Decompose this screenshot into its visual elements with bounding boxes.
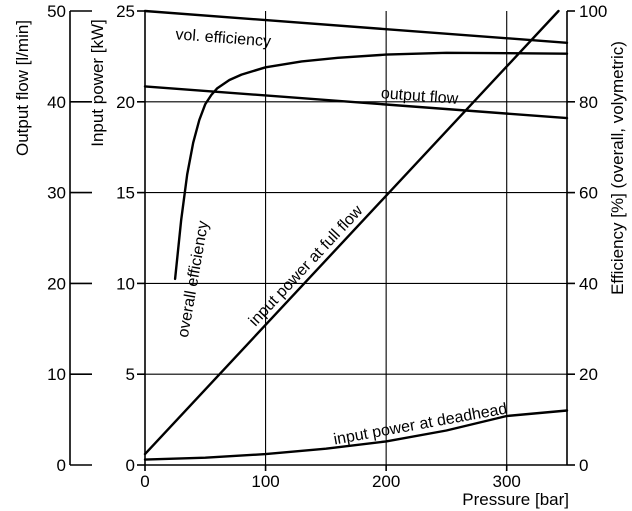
- efficiency-tick-label: 100: [579, 2, 607, 21]
- axes: [69, 10, 575, 471]
- flow-axis-title: Output flow [l/min]: [13, 20, 32, 156]
- x-tick-label: 100: [251, 472, 279, 491]
- efficiency-tick-label: 80: [579, 93, 598, 112]
- series-label-input-power-at-deadhead: input power at deadhead: [332, 400, 508, 448]
- power-tick-label: 10: [116, 274, 135, 293]
- axis-titles: Pressure [bar] Output flow [l/min] Input p…: [13, 19, 627, 509]
- efficiency-tick-label: 20: [579, 365, 598, 384]
- power-tick-label: 0: [126, 456, 135, 475]
- flow-tick-label: 20: [47, 274, 66, 293]
- flow-tick-label: 30: [47, 184, 66, 203]
- series-label-vol-efficiency: vol. efficiency: [175, 26, 272, 50]
- x-tick-label: 200: [372, 472, 400, 491]
- x-axis-title: Pressure [bar]: [462, 490, 569, 509]
- series-label-output-flow: output flow: [380, 85, 459, 108]
- series-line-input-power-at-deadhead: [143, 409, 569, 461]
- power-tick-label: 25: [116, 2, 135, 21]
- flow-tick-label: 40: [47, 93, 66, 112]
- series-line-input-power-at-full-flow: [143, 9, 560, 456]
- power-tick-label: 15: [116, 184, 135, 203]
- x-tick-label: 0: [140, 472, 149, 491]
- efficiency-axis-title: Efficiency [%] (overall, volymetric): [608, 41, 627, 295]
- series-label-input-power-at-full-flow: input power at full flow: [246, 202, 367, 330]
- efficiency-tick-label: 60: [579, 184, 598, 203]
- flow-tick-label: 0: [57, 456, 66, 475]
- series-line-overall-efficiency: [173, 51, 569, 281]
- power-tick-label: 20: [116, 93, 135, 112]
- grid-lines: [145, 11, 567, 465]
- flow-tick-label: 50: [47, 2, 66, 21]
- efficiency-tick-label: 0: [579, 456, 588, 475]
- x-tick-label: 300: [493, 472, 521, 491]
- series-lines: [143, 9, 569, 461]
- series-line-vol-efficiency: [143, 9, 569, 44]
- efficiency-tick-label: 40: [579, 274, 598, 293]
- power-axis-title: Input power [kW]: [88, 19, 107, 147]
- flow-tick-label: 10: [47, 365, 66, 384]
- power-tick-label: 5: [126, 365, 135, 384]
- tick-labels: 0 100 200 300 0 10 20 30 40 50 0 5 10 15 20 25 0 20 40 60 80…: [47, 2, 607, 491]
